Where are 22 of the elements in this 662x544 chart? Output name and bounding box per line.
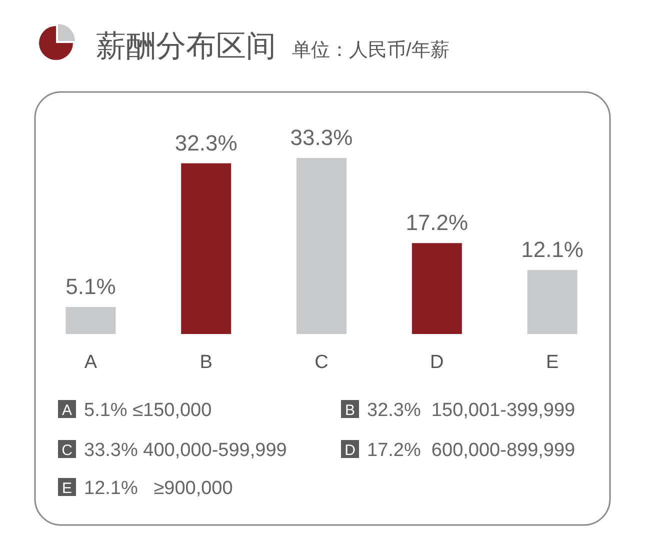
data-label: 32.3% [174,130,238,156]
data-label: 33.3% [290,125,353,150]
category-label: C [62,442,72,459]
text: 12.1% ≥900,000 [84,478,233,499]
data-label: 5.1% [66,274,116,300]
category-label: E [62,480,72,497]
chart-subtitle: 单位：人民币/年薪 [292,40,450,61]
category-label: A [62,402,72,419]
data-label: 12.1% [521,237,584,262]
data-label: 17.2% [406,210,468,236]
x-tick-label: B [200,352,212,373]
category-label: D [344,442,356,459]
text: 17.2% 600,000-899,999 [367,440,576,461]
text: 32.3% 150,001-399,999 [367,400,576,421]
text: 33.3% 400,000-599,999 [84,440,287,461]
chart-title: 薪酬分布区间 [96,30,276,63]
x-tick-label: E [546,352,559,373]
x-tick-label: C [314,352,328,373]
text: 5.1% ≤150,000 [84,400,212,421]
x-tick-label: D [430,352,444,373]
x-tick-label: A [84,352,98,373]
category-label: B [344,402,356,419]
